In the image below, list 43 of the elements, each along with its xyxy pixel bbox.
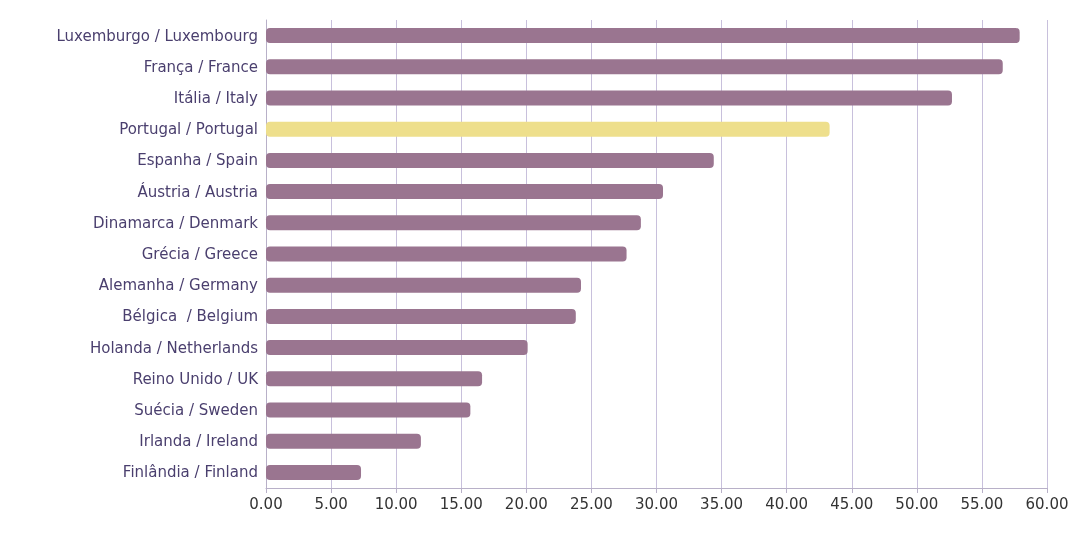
bar (266, 184, 664, 200)
y-tick-label: Holanda / Netherlands (89, 338, 259, 357)
x-tick-label: 10.00 (374, 494, 418, 513)
x-tick-label: 5.00 (314, 494, 348, 513)
bar (266, 277, 581, 293)
y-tick-label: Luxemburgo / Luxembourg (56, 26, 258, 45)
bar (266, 433, 421, 449)
x-tick-label: 50.00 (895, 494, 939, 513)
y-tick-label: França / France (143, 57, 258, 76)
bar (266, 464, 362, 480)
y-tick-label: Bélgica / Belgium (122, 307, 258, 326)
y-tick-label: Portugal / Portugal (119, 120, 258, 139)
x-tick-label: 30.00 (635, 494, 678, 513)
bar (266, 152, 714, 168)
y-tick-label: Suécia / Sweden (134, 401, 258, 419)
bar (266, 121, 830, 137)
x-tick-label: 20.00 (504, 494, 548, 513)
y-tick-label: Grécia / Greece (141, 245, 258, 263)
x-tick-label: 15.00 (439, 494, 483, 513)
bar (266, 215, 641, 231)
bar (266, 371, 483, 387)
y-tick-label: Alemanha / Germany (98, 276, 259, 295)
bar (266, 28, 1020, 44)
bar (266, 340, 528, 356)
bar (266, 246, 627, 262)
y-tick-label: Itália / Italy (173, 89, 259, 107)
x-tick-label: 35.00 (700, 494, 744, 513)
y-tick-label: Reino Unido / UK (132, 369, 260, 388)
x-tick-label: 55.00 (960, 494, 1004, 513)
x-tick-label: 60.00 (1025, 494, 1069, 513)
y-tick-label: Irlanda / Ireland (139, 432, 258, 451)
x-tick-label: 0.00 (249, 494, 283, 513)
y-tick-label: Áustria / Austria (137, 181, 258, 201)
bar (266, 90, 952, 106)
y-tick-label: Espanha / Spain (137, 151, 258, 170)
y-tick-label: Finlândia / Finland (122, 463, 258, 482)
x-tick-label: 45.00 (830, 494, 874, 513)
x-tick-label: 25.00 (569, 494, 613, 513)
x-tick-label: 40.00 (765, 494, 809, 513)
y-tick-label: Dinamarca / Denmark (92, 213, 259, 232)
bar (266, 402, 471, 418)
bar (266, 308, 576, 324)
bar (266, 59, 1003, 75)
